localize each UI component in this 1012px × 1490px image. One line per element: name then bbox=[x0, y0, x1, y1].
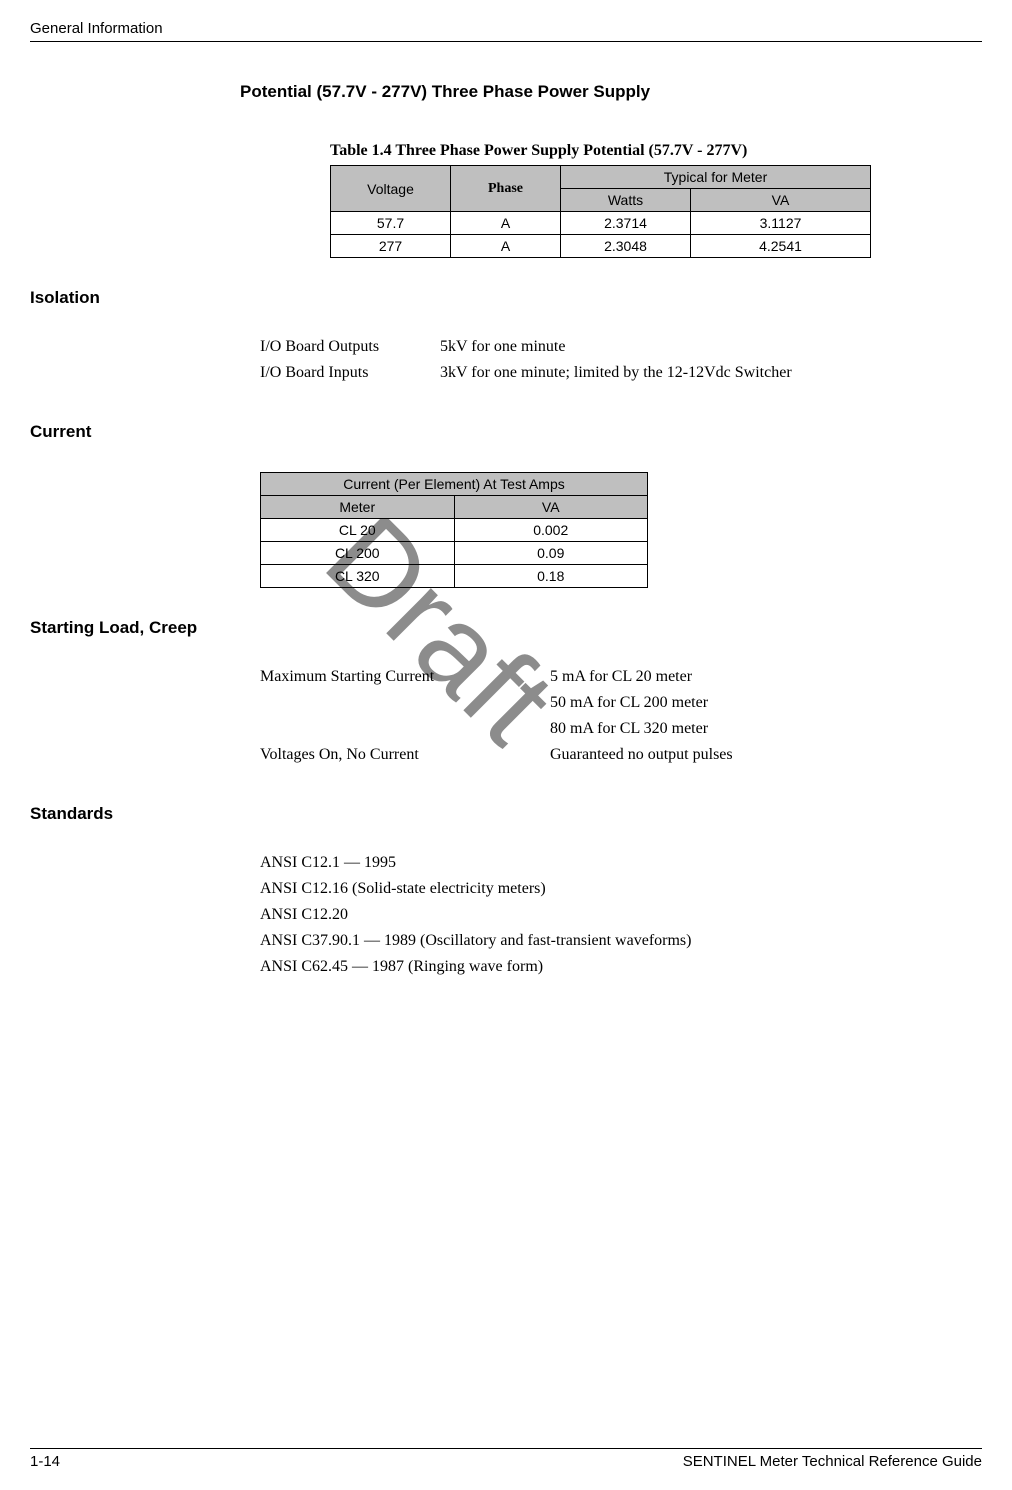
spec-value: 3kV for one minute; limited by the 12-12… bbox=[440, 364, 982, 382]
col-meter: Meter bbox=[261, 496, 455, 519]
standards-list: ANSI C12.1 — 1995 ANSI C12.16 (Solid-sta… bbox=[260, 854, 982, 976]
cell: CL 200 bbox=[261, 542, 455, 565]
starting-row: Voltages On, No Current Guaranteed no ou… bbox=[260, 746, 982, 764]
footer-title: SENTINEL Meter Technical Reference Guide bbox=[683, 1453, 982, 1470]
table-row: 57.7 A 2.3714 3.1127 bbox=[331, 212, 871, 235]
spec-label: I/O Board Inputs bbox=[260, 364, 440, 382]
starting-value: Guaranteed no output pulses bbox=[550, 746, 733, 764]
spec-label: I/O Board Outputs bbox=[260, 338, 440, 356]
standard-item: ANSI C62.45 — 1987 (Ringing wave form) bbox=[260, 958, 982, 976]
cell: CL 20 bbox=[261, 519, 455, 542]
standard-item: ANSI C37.90.1 — 1989 (Oscillatory and fa… bbox=[260, 932, 982, 950]
header-divider bbox=[30, 41, 982, 42]
current-heading: Current bbox=[30, 422, 982, 442]
current-header-group: Current (Per Element) At Test Amps bbox=[261, 473, 648, 496]
cell: 4.2541 bbox=[691, 235, 871, 258]
starting-label: Voltages On, No Current bbox=[260, 746, 550, 764]
page-title: Potential (57.7V - 277V) Three Phase Pow… bbox=[240, 82, 982, 102]
table-row: CL 320 0.18 bbox=[261, 565, 648, 588]
power-supply-table: Voltage Phase Typical for Meter Watts VA… bbox=[330, 165, 871, 258]
cell: 277 bbox=[331, 235, 451, 258]
starting-row: Maximum Starting Current 5 mA for CL 20 … bbox=[260, 668, 982, 686]
starting-row: 80 mA for CL 320 meter bbox=[260, 720, 982, 738]
table-row: 277 A 2.3048 4.2541 bbox=[331, 235, 871, 258]
starting-heading: Starting Load, Creep bbox=[30, 618, 982, 638]
header-section: General Information bbox=[30, 20, 982, 37]
starting-label bbox=[260, 694, 550, 712]
standard-item: ANSI C12.1 — 1995 bbox=[260, 854, 982, 872]
page-number: 1-14 bbox=[30, 1453, 60, 1470]
footer-divider bbox=[30, 1448, 982, 1449]
starting-value: 5 mA for CL 20 meter bbox=[550, 668, 692, 686]
col-phase: Phase bbox=[451, 166, 561, 212]
cell: 3.1127 bbox=[691, 212, 871, 235]
table1-caption: Table 1.4 Three Phase Power Supply Poten… bbox=[330, 142, 982, 160]
cell: 57.7 bbox=[331, 212, 451, 235]
starting-label: Maximum Starting Current bbox=[260, 668, 550, 686]
col-group: Typical for Meter bbox=[561, 166, 871, 189]
isolation-heading: Isolation bbox=[30, 288, 982, 308]
cell: 0.18 bbox=[454, 565, 648, 588]
cell: CL 320 bbox=[261, 565, 455, 588]
col-watts: Watts bbox=[561, 189, 691, 212]
current-table: Current (Per Element) At Test Amps Meter… bbox=[260, 472, 648, 588]
col-voltage: Voltage bbox=[331, 166, 451, 212]
col-va: VA bbox=[454, 496, 648, 519]
cell: A bbox=[451, 212, 561, 235]
isolation-row: I/O Board Inputs 3kV for one minute; lim… bbox=[260, 364, 982, 382]
spec-value: 5kV for one minute bbox=[440, 338, 982, 356]
isolation-row: I/O Board Outputs 5kV for one minute bbox=[260, 338, 982, 356]
cell: 2.3048 bbox=[561, 235, 691, 258]
starting-label bbox=[260, 720, 550, 738]
footer: 1-14 SENTINEL Meter Technical Reference … bbox=[30, 1448, 982, 1470]
col-va: VA bbox=[691, 189, 871, 212]
cell: A bbox=[451, 235, 561, 258]
starting-value: 50 mA for CL 200 meter bbox=[550, 694, 708, 712]
table-row: CL 200 0.09 bbox=[261, 542, 648, 565]
cell: 0.09 bbox=[454, 542, 648, 565]
cell: 2.3714 bbox=[561, 212, 691, 235]
standard-item: ANSI C12.20 bbox=[260, 906, 982, 924]
cell: 0.002 bbox=[454, 519, 648, 542]
table-row: CL 20 0.002 bbox=[261, 519, 648, 542]
standards-heading: Standards bbox=[30, 804, 982, 824]
standard-item: ANSI C12.16 (Solid-state electricity met… bbox=[260, 880, 982, 898]
starting-value: 80 mA for CL 320 meter bbox=[550, 720, 708, 738]
starting-row: 50 mA for CL 200 meter bbox=[260, 694, 982, 712]
